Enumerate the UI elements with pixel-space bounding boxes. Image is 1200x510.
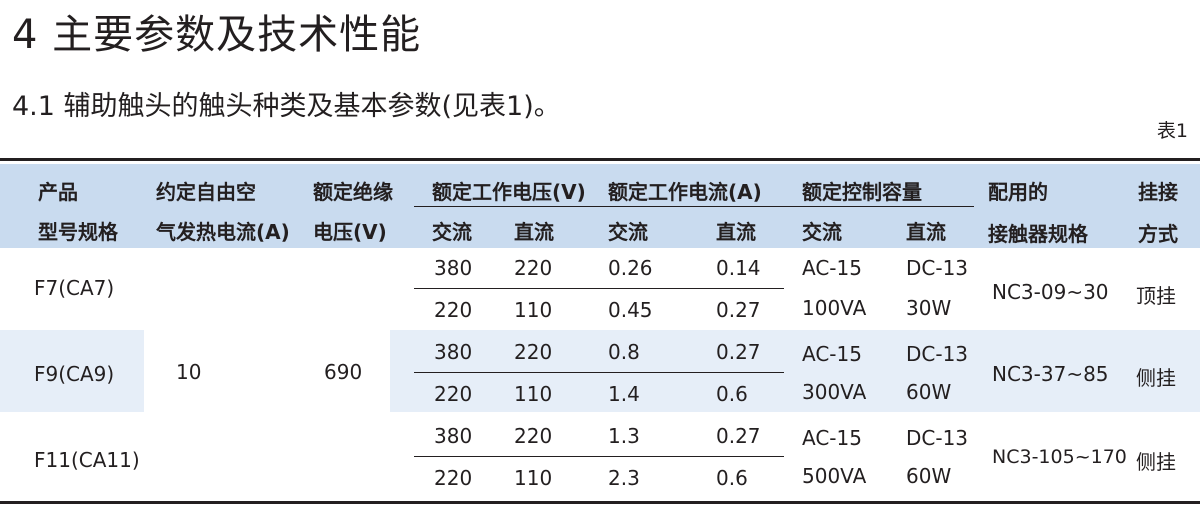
voltage-dc-cell: 220 bbox=[514, 340, 553, 364]
thermal-current-value: 10 bbox=[176, 360, 202, 384]
voltage-ac-cell: 220 bbox=[434, 298, 473, 322]
header-thermal: 约定自由空 bbox=[156, 180, 256, 204]
header-insulation-voltage: 电压(V) bbox=[313, 220, 387, 244]
capacity-ac-value: 300VA bbox=[802, 380, 867, 404]
header-current: 额定工作电流(A) bbox=[608, 180, 762, 204]
row-divider bbox=[414, 372, 784, 373]
capacity-ac-category: AC-15 bbox=[802, 426, 862, 450]
row-divider bbox=[414, 288, 784, 289]
current-dc-cell: 0.27 bbox=[716, 340, 761, 364]
capacity-dc-value: 60W bbox=[906, 380, 952, 404]
contactor-cell: NC3-37~85 bbox=[992, 362, 1109, 386]
header-contactor: 配用的 bbox=[988, 180, 1048, 204]
mount-cell: 侧挂 bbox=[1136, 366, 1176, 390]
voltage-ac-cell: 380 bbox=[434, 256, 473, 280]
capacity-ac-category: AC-15 bbox=[802, 342, 862, 366]
model-cell: F11(CA11) bbox=[34, 448, 140, 472]
table-top-rule bbox=[0, 158, 1200, 161]
header-voltage-ac: 交流 bbox=[432, 220, 472, 244]
header-insulation: 额定绝缘 bbox=[313, 180, 393, 204]
current-dc-cell: 0.6 bbox=[716, 466, 748, 490]
current-ac-cell: 0.8 bbox=[608, 340, 640, 364]
header-product: 产品 bbox=[38, 180, 78, 204]
current-dc-cell: 0.27 bbox=[716, 424, 761, 448]
row-band-left bbox=[0, 330, 144, 412]
voltage-dc-cell: 110 bbox=[514, 466, 553, 490]
header-product-model: 型号规格 bbox=[38, 220, 118, 244]
capacity-dc-value: 60W bbox=[906, 464, 952, 488]
capacity-ac-value: 500VA bbox=[802, 464, 867, 488]
page-title: 4 主要参数及技术性能 bbox=[12, 12, 422, 58]
table-bottom-rule bbox=[0, 501, 1200, 504]
header-mount: 挂接 bbox=[1138, 180, 1178, 204]
header-capacity-ac: 交流 bbox=[802, 220, 842, 244]
header-contactor-spec: 接触器规格 bbox=[988, 222, 1088, 246]
capacity-dc-category: DC-13 bbox=[906, 342, 969, 366]
row-band-right bbox=[390, 330, 1200, 412]
current-ac-cell: 1.4 bbox=[608, 382, 640, 406]
header-capacity-dc: 直流 bbox=[906, 220, 946, 244]
current-ac-cell: 0.26 bbox=[608, 256, 653, 280]
insulation-voltage-value: 690 bbox=[324, 360, 363, 384]
current-ac-cell: 1.3 bbox=[608, 424, 640, 448]
capacity-dc-category: DC-13 bbox=[906, 426, 969, 450]
header-current-dc: 直流 bbox=[716, 220, 756, 244]
current-dc-cell: 0.6 bbox=[716, 382, 748, 406]
current-ac-cell: 2.3 bbox=[608, 466, 640, 490]
mount-cell: 侧挂 bbox=[1136, 450, 1176, 474]
contactor-cell: NC3-105~170 bbox=[992, 446, 1127, 468]
voltage-dc-cell: 220 bbox=[514, 424, 553, 448]
capacity-ac-value: 100VA bbox=[802, 296, 867, 320]
current-ac-cell: 0.45 bbox=[608, 298, 653, 322]
voltage-dc-cell: 110 bbox=[514, 298, 553, 322]
header-voltage-dc: 直流 bbox=[514, 220, 554, 244]
capacity-dc-category: DC-13 bbox=[906, 256, 969, 280]
voltage-dc-cell: 220 bbox=[514, 256, 553, 280]
header-group-underline bbox=[414, 206, 974, 207]
voltage-ac-cell: 220 bbox=[434, 382, 473, 406]
header-mount-type: 方式 bbox=[1138, 222, 1178, 246]
contactor-cell: NC3-09~30 bbox=[992, 280, 1109, 304]
section-title: 4.1 辅助触头的触头种类及基本参数(见表1)。 bbox=[12, 91, 561, 122]
header-capacity: 额定控制容量 bbox=[802, 180, 922, 204]
voltage-ac-cell: 220 bbox=[434, 466, 473, 490]
capacity-dc-value: 30W bbox=[906, 296, 952, 320]
voltage-ac-cell: 380 bbox=[434, 424, 473, 448]
row-divider bbox=[414, 456, 784, 457]
current-dc-cell: 0.27 bbox=[716, 298, 761, 322]
voltage-ac-cell: 380 bbox=[434, 340, 473, 364]
current-dc-cell: 0.14 bbox=[716, 256, 761, 280]
table-tag: 表1 bbox=[1156, 120, 1188, 142]
header-voltage: 额定工作电压(V) bbox=[432, 180, 586, 204]
header-thermal-current: 气发热电流(A) bbox=[156, 220, 290, 244]
model-cell: F9(CA9) bbox=[34, 362, 115, 386]
model-cell: F7(CA7) bbox=[34, 276, 115, 300]
mount-cell: 顶挂 bbox=[1136, 284, 1176, 308]
header-current-ac: 交流 bbox=[608, 220, 648, 244]
voltage-dc-cell: 110 bbox=[514, 382, 553, 406]
capacity-ac-category: AC-15 bbox=[802, 256, 862, 280]
